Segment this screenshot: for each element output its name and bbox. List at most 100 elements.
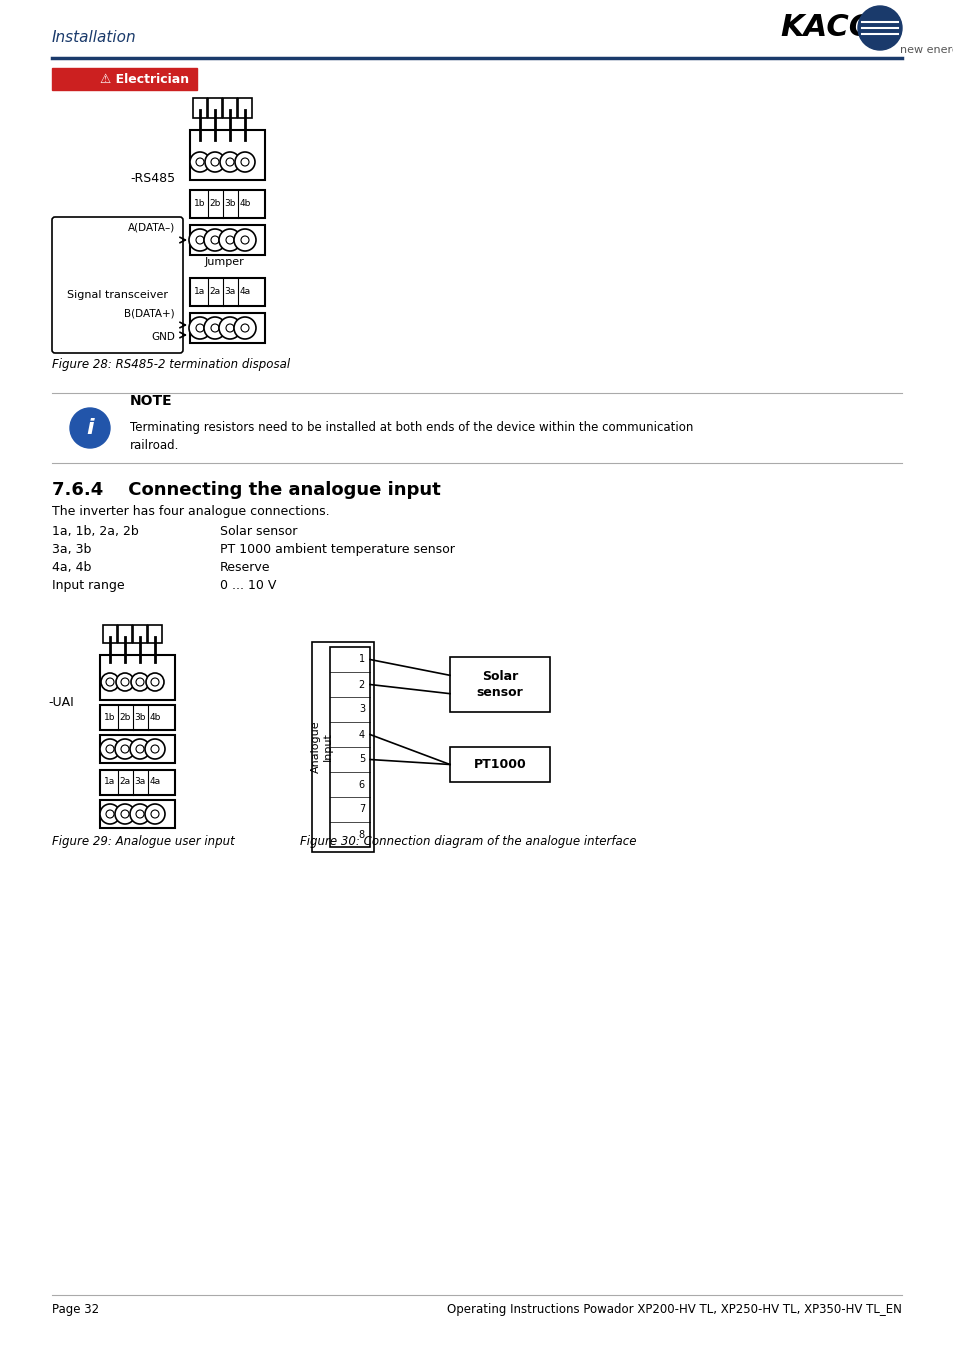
Circle shape (115, 805, 135, 823)
Circle shape (145, 738, 165, 759)
Circle shape (195, 324, 204, 332)
Circle shape (131, 674, 149, 691)
Circle shape (106, 745, 113, 753)
Text: 3b: 3b (134, 713, 146, 721)
Text: 4a: 4a (239, 288, 251, 297)
Text: 4b: 4b (150, 713, 160, 721)
Circle shape (136, 745, 144, 753)
Circle shape (100, 805, 120, 823)
Text: Terminating resistors need to be installed at both ends of the device within the: Terminating resistors need to be install… (130, 421, 693, 452)
Text: 2b: 2b (209, 200, 220, 208)
Text: GND: GND (151, 332, 174, 342)
Circle shape (151, 678, 159, 686)
Circle shape (190, 153, 210, 171)
Text: The inverter has four analogue connections.: The inverter has four analogue connectio… (52, 505, 330, 518)
Circle shape (189, 230, 211, 251)
Text: new energy.: new energy. (899, 45, 953, 55)
Text: Installation: Installation (52, 31, 136, 46)
Bar (330, 647, 370, 846)
Text: 1: 1 (358, 655, 365, 664)
Text: Page 32: Page 32 (52, 1303, 99, 1316)
FancyBboxPatch shape (52, 68, 196, 90)
Bar (100, 801, 174, 828)
Text: 4a: 4a (150, 778, 160, 787)
Text: ⚠ Electrician: ⚠ Electrician (100, 73, 189, 85)
Bar (190, 278, 265, 306)
Text: 6: 6 (358, 779, 365, 790)
Text: Input range: Input range (52, 579, 125, 593)
Text: 3a, 3b: 3a, 3b (52, 543, 91, 556)
Circle shape (211, 324, 219, 332)
Text: Solar
sensor: Solar sensor (476, 671, 523, 698)
Text: 4a, 4b: 4a, 4b (52, 562, 91, 574)
Text: 2a: 2a (119, 778, 131, 787)
Text: PT1000: PT1000 (473, 757, 526, 771)
Bar (223, 99, 236, 117)
Bar (100, 734, 174, 763)
Text: i: i (86, 418, 93, 437)
Circle shape (211, 158, 219, 166)
Bar (190, 190, 265, 217)
Text: B(DATA+): B(DATA+) (124, 308, 174, 319)
Text: 3a: 3a (224, 288, 235, 297)
Circle shape (116, 674, 133, 691)
Circle shape (233, 230, 255, 251)
Text: Figure 29: Analogue user input: Figure 29: Analogue user input (52, 836, 234, 848)
Bar (148, 625, 162, 643)
Circle shape (151, 745, 159, 753)
Circle shape (226, 236, 233, 244)
Circle shape (241, 324, 249, 332)
Bar (103, 625, 117, 643)
Circle shape (205, 153, 225, 171)
Text: PT 1000 ambient temperature sensor: PT 1000 ambient temperature sensor (220, 543, 455, 556)
Text: A(DATA–): A(DATA–) (128, 223, 174, 234)
Text: 2: 2 (358, 679, 365, 690)
Circle shape (106, 810, 113, 818)
Circle shape (121, 810, 129, 818)
Bar (312, 643, 374, 852)
Circle shape (211, 236, 219, 244)
Circle shape (106, 678, 113, 686)
Text: 8: 8 (358, 829, 365, 840)
Text: 1a: 1a (194, 288, 206, 297)
Text: Figure 30: Connection diagram of the analogue interface: Figure 30: Connection diagram of the ana… (299, 836, 636, 848)
Bar (208, 99, 222, 117)
Bar (132, 625, 147, 643)
Text: Operating Instructions Powador XP200-HV TL, XP250-HV TL, XP350-HV TL_EN: Operating Instructions Powador XP200-HV … (447, 1303, 901, 1316)
Text: -RS485: -RS485 (130, 171, 175, 185)
Text: 3b: 3b (224, 200, 235, 208)
Bar (100, 655, 174, 701)
Circle shape (233, 317, 255, 339)
Bar (237, 99, 252, 117)
Circle shape (195, 236, 204, 244)
Circle shape (226, 324, 233, 332)
Circle shape (145, 805, 165, 823)
Text: 4: 4 (358, 729, 365, 740)
Circle shape (219, 317, 241, 339)
Text: KACO: KACO (780, 14, 874, 42)
Text: 4b: 4b (239, 200, 251, 208)
Circle shape (136, 810, 144, 818)
Bar (100, 705, 174, 730)
Bar (450, 747, 550, 782)
Text: Jumper: Jumper (205, 256, 245, 267)
Text: Reserve: Reserve (220, 562, 271, 574)
Bar (118, 625, 132, 643)
Circle shape (100, 738, 120, 759)
Circle shape (70, 408, 110, 448)
Text: 3a: 3a (134, 778, 146, 787)
Circle shape (101, 674, 119, 691)
Text: Solar sensor: Solar sensor (220, 525, 297, 539)
Circle shape (204, 230, 226, 251)
Bar (190, 130, 265, 180)
Circle shape (857, 5, 901, 50)
Bar (100, 769, 174, 795)
Circle shape (241, 158, 249, 166)
Circle shape (189, 317, 211, 339)
Text: Figure 28: RS485-2 termination disposal: Figure 28: RS485-2 termination disposal (52, 358, 290, 371)
Text: 1b: 1b (104, 713, 115, 721)
Text: NOTE: NOTE (130, 394, 172, 408)
Text: Analogue
Input: Analogue Input (311, 721, 333, 774)
FancyBboxPatch shape (52, 217, 183, 352)
Circle shape (220, 153, 240, 171)
